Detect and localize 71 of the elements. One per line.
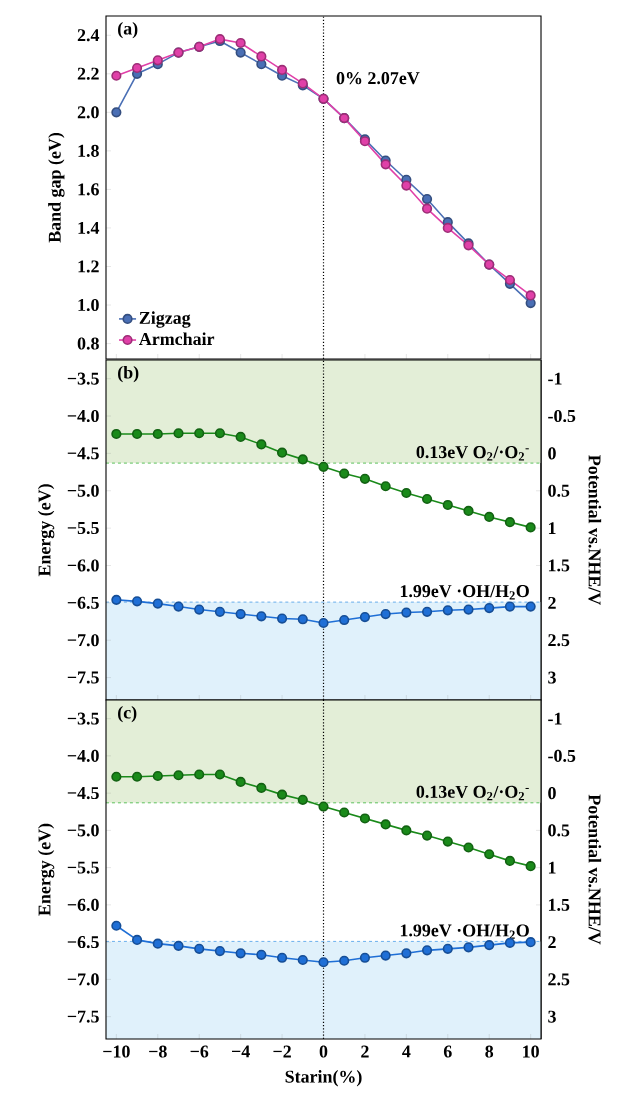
y2-tick-label: 2	[548, 596, 556, 609]
y2-tick-label: 0	[548, 787, 556, 800]
y-tick-label: −7.5	[67, 671, 99, 684]
x-tick-label: 2	[361, 1045, 369, 1058]
y2-tick-label: 1.5	[548, 559, 570, 572]
y-tick-label: 1.0	[78, 298, 99, 312]
y-tick-label: 2.0	[77, 106, 99, 119]
y-tick-label: 1.6	[78, 183, 99, 196]
x-tick-label: −6	[190, 1045, 209, 1058]
annotation: 0% 2.07eV	[336, 72, 420, 85]
ref-line-label: 0.13eV O$_{2}$/·O$_{2}$-	[416, 785, 529, 801]
x-axis-title: Starin(%)	[285, 1070, 362, 1087]
annotation: (a)	[118, 21, 138, 39]
y-tick-label: −7.5	[67, 1010, 99, 1023]
y-tick-label: −6.0	[67, 559, 99, 572]
x-tick-label: 8	[485, 1045, 494, 1058]
y2-tick-label: 1.5	[548, 898, 570, 911]
annotation: (b)	[118, 365, 139, 383]
y2-tick-label: -1	[548, 712, 562, 725]
y-tick-label: 1.8	[78, 144, 99, 157]
ref-line-label: 1.99eV ·OH/H$_{2}$O	[400, 585, 529, 600]
y-tick-label: −4.5	[67, 787, 99, 800]
y-tick-label: −5.5	[67, 522, 99, 535]
x-tick-label: 10	[523, 1045, 539, 1058]
y-tick-label: −7.0	[67, 973, 99, 986]
x-tick-label: 6	[443, 1045, 452, 1058]
y2-tick-label: 2.5	[548, 634, 570, 647]
y-tick-label: 1.4	[78, 221, 100, 234]
y2-tick-label: 3	[548, 1010, 556, 1023]
y-tick-label: −6.0	[67, 898, 99, 911]
y-tick-label: −5.5	[67, 861, 99, 874]
y-tick-label: 2.2	[77, 67, 99, 80]
legend-label: Zigzag	[139, 311, 191, 328]
y2-tick-label: 2	[548, 936, 556, 949]
y2-tick-label: 1	[548, 861, 556, 874]
y2-tick-label: 0.5	[548, 824, 570, 837]
x-tick-label: 0	[319, 1045, 328, 1058]
x-tick-label: −2	[273, 1045, 291, 1058]
y2-tick-label: 0.5	[548, 484, 570, 497]
y-tick-label: −4.0	[67, 749, 99, 762]
y2-tick-label: 2.5	[548, 973, 570, 986]
y2-tick-label: 3	[548, 671, 556, 684]
y-axis-title: Energy (eV)	[37, 823, 55, 916]
y-tick-label: −6.5	[67, 596, 99, 609]
y-axis-title: Energy (eV)	[37, 484, 55, 577]
y2-tick-label: -0.5	[548, 409, 576, 423]
y-tick-label: −7.0	[67, 634, 99, 647]
y-tick-label: 2.4	[77, 29, 100, 42]
ref-line-label: 0.13eV O$_{2}$/·O$_{2}$-	[416, 446, 529, 461]
y2-axis-title: Potential vs.NHE/V	[588, 455, 602, 606]
y-axis-title: Band gap (eV)	[48, 132, 65, 243]
x-tick-label: 4	[402, 1045, 411, 1058]
y-tick-label: −5.0	[67, 484, 99, 497]
y-tick-label: −3.5	[67, 372, 99, 385]
y-tick-label: 1.2	[78, 260, 99, 273]
y-tick-label: −3.5	[67, 712, 99, 725]
y2-tick-label: -0.5	[548, 749, 576, 762]
y2-tick-label: 0	[548, 447, 556, 460]
y-tick-label: −6.5	[67, 936, 99, 949]
y2-axis-title: Potential vs.NHE/V	[588, 794, 602, 945]
y-tick-label: −4.0	[67, 409, 99, 423]
legend-label: Armchair	[139, 332, 215, 346]
y2-tick-label: -1	[548, 372, 562, 385]
x-tick-label: −4	[232, 1045, 250, 1058]
y2-tick-label: 1	[548, 522, 556, 535]
annotation: (c)	[118, 705, 137, 723]
y-tick-label: −4.5	[67, 447, 99, 460]
y-tick-label: 0.8	[77, 337, 99, 350]
y-tick-label: −5.0	[67, 824, 99, 837]
x-tick-label: −8	[149, 1045, 167, 1058]
x-tick-label: −10	[103, 1045, 130, 1058]
